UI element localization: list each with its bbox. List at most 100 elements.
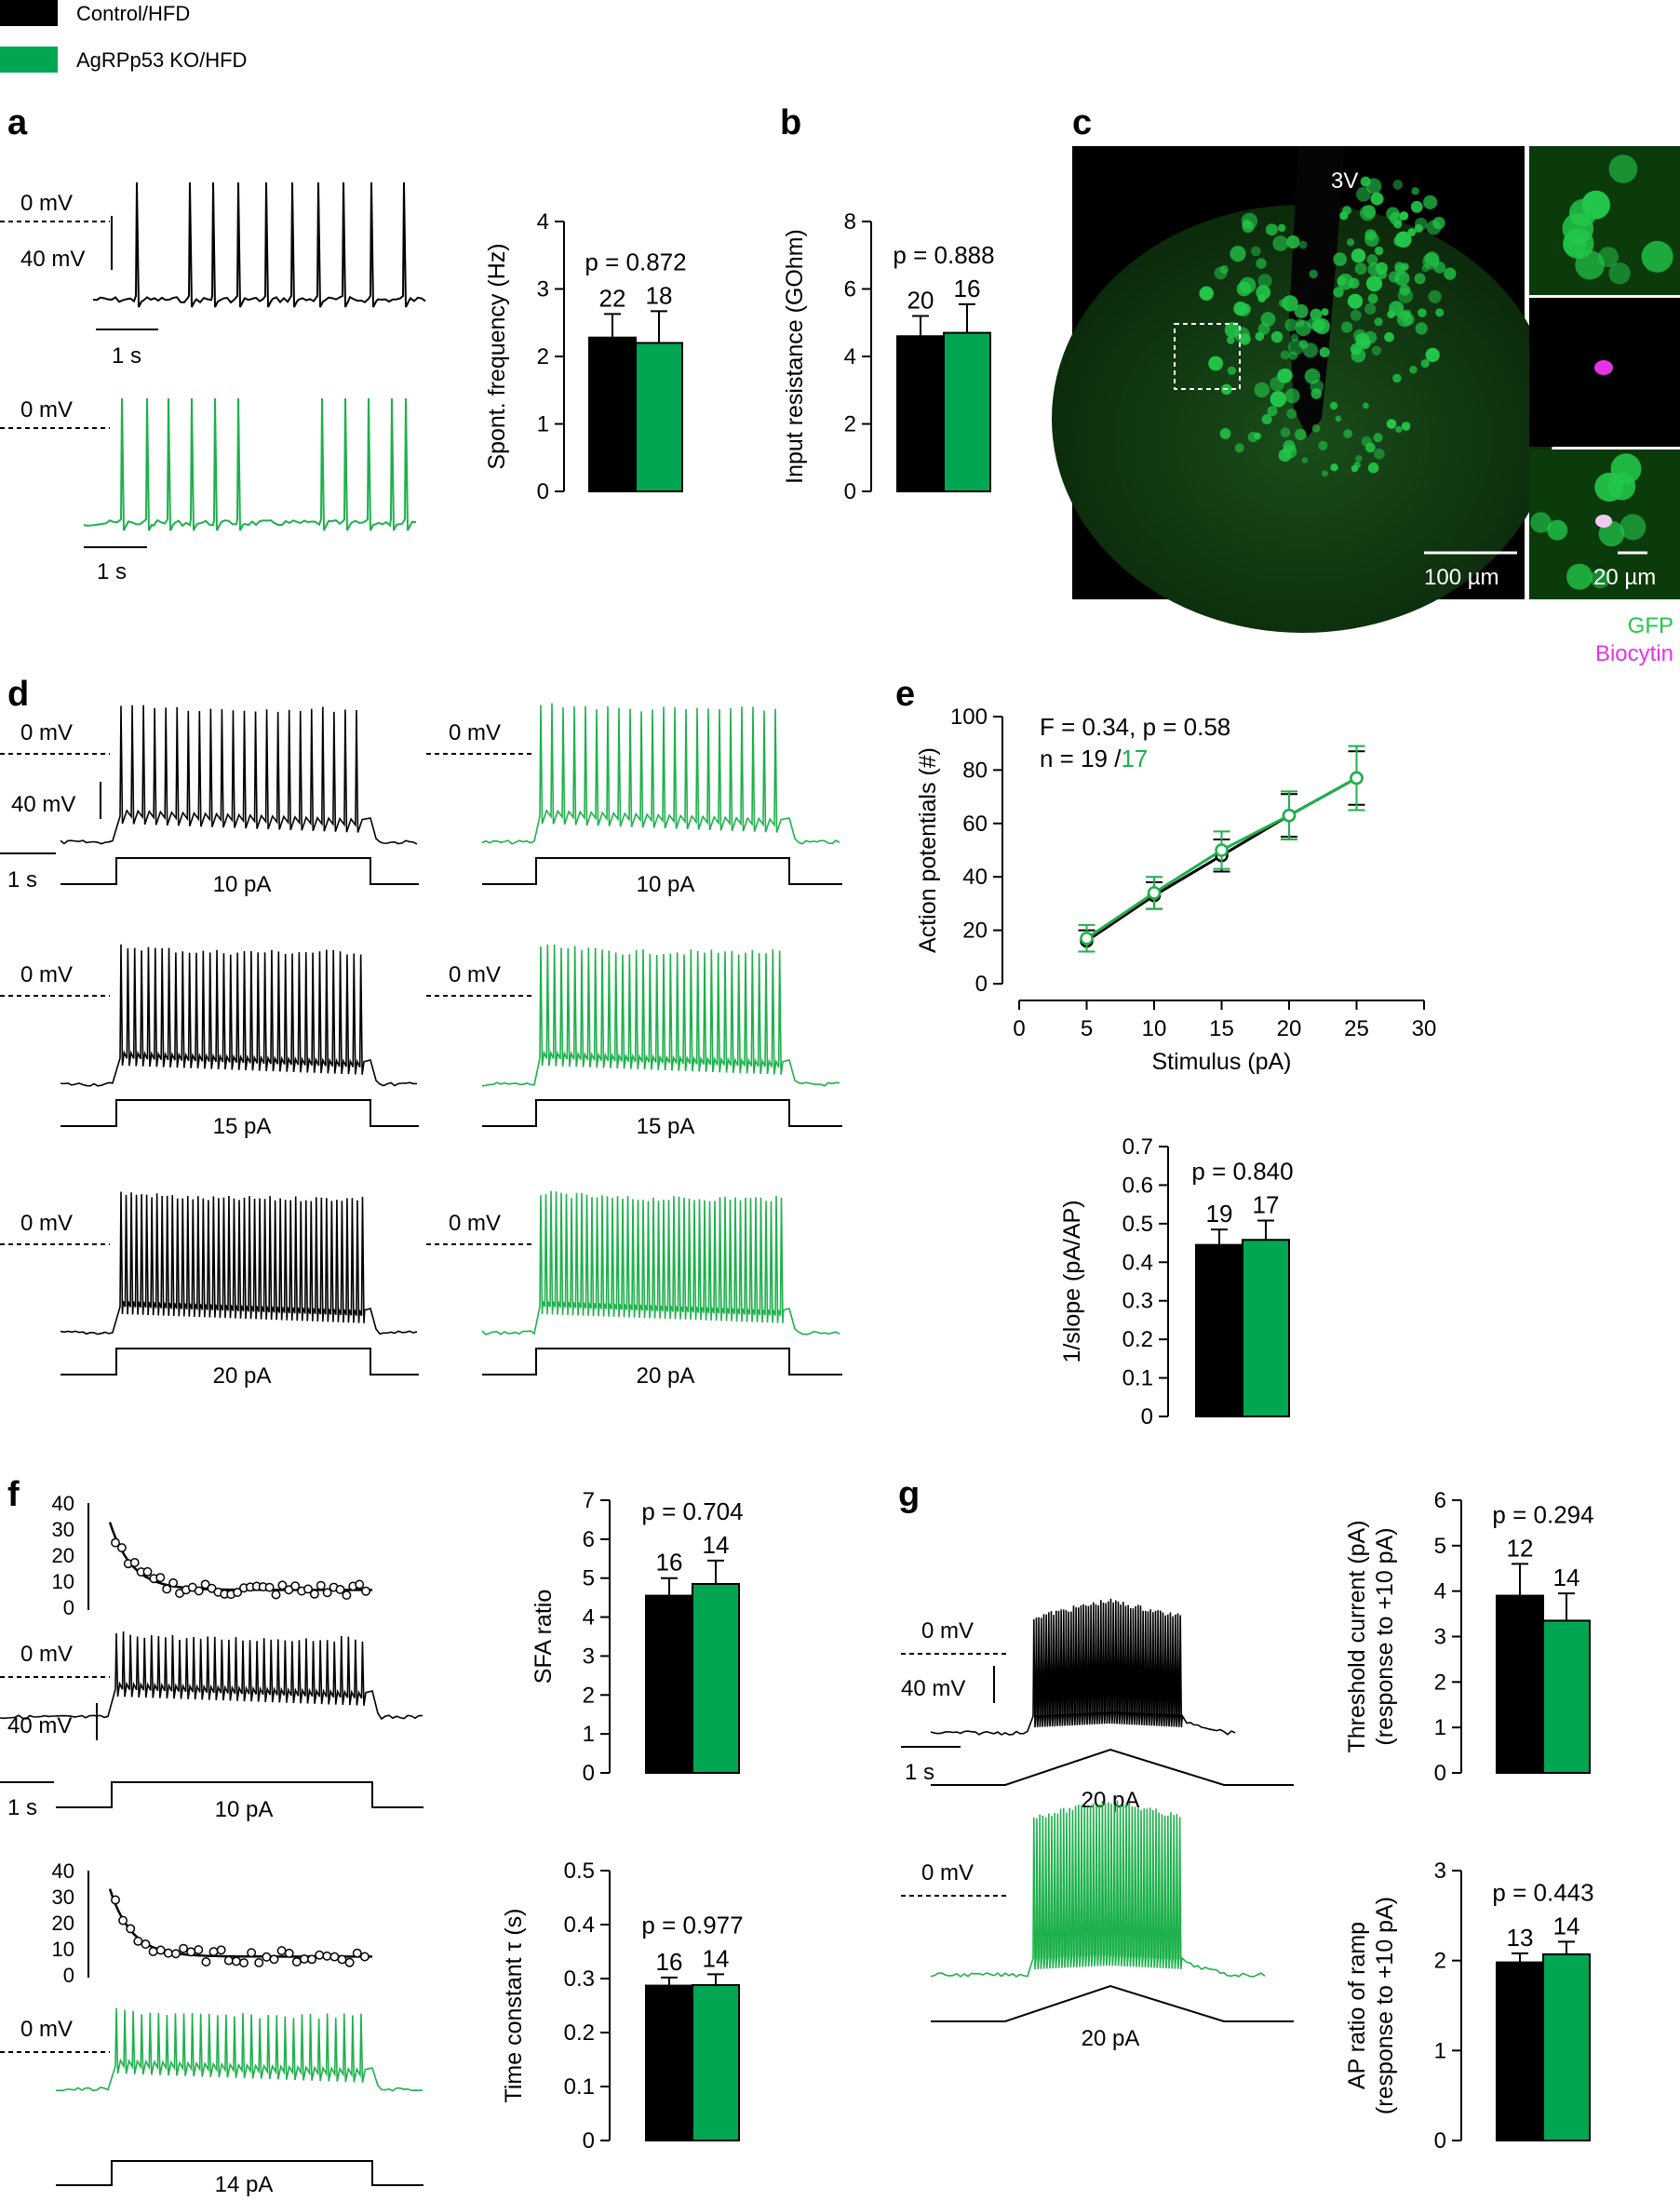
gfp-cell bbox=[1530, 512, 1552, 533]
step-command bbox=[56, 1781, 423, 1808]
gfp-cell bbox=[1329, 401, 1338, 410]
isi-point bbox=[299, 1953, 309, 1964]
isi-point bbox=[163, 1948, 173, 1958]
isi-point bbox=[208, 1947, 219, 1957]
isi-point bbox=[162, 1584, 172, 1594]
gfp-cell bbox=[1257, 274, 1272, 289]
panel-label-e: e bbox=[895, 675, 915, 714]
legend-label-ko: AgRPp53 KO/HFD bbox=[76, 48, 247, 72]
gfp-cell bbox=[1414, 273, 1426, 285]
y-tick-label: 40 bbox=[962, 865, 988, 890]
bar-ko bbox=[635, 342, 683, 492]
panel-label-c: c bbox=[1072, 103, 1092, 142]
gfp-cell bbox=[1333, 287, 1344, 298]
y-tick-label: 6 bbox=[1434, 1488, 1446, 1513]
gfp-cell bbox=[1199, 286, 1214, 301]
isi-point bbox=[116, 1543, 127, 1553]
gfp-cell bbox=[1409, 366, 1418, 374]
gfp-cell bbox=[1432, 216, 1445, 230]
trace-control bbox=[60, 944, 418, 1087]
n-label: 20 bbox=[907, 287, 934, 315]
x-tick-label: 20 bbox=[1277, 1016, 1302, 1041]
gfp-cell bbox=[1397, 288, 1414, 303]
gfp-cell-cluster bbox=[1199, 176, 1457, 477]
gfp-cell bbox=[1365, 275, 1383, 292]
legend-swatch-control bbox=[0, 0, 58, 26]
n-label: 22 bbox=[599, 284, 626, 312]
gfp-cell bbox=[1370, 192, 1384, 206]
gfp-cell bbox=[1256, 258, 1267, 269]
zero-mv-label: 0 mV bbox=[20, 1211, 73, 1236]
gfp-cell bbox=[1353, 462, 1361, 469]
y-tick-label: 4 bbox=[537, 209, 549, 235]
gfp-cell bbox=[1330, 463, 1338, 472]
y-tick-label: 2 bbox=[1434, 1949, 1446, 1974]
y-tick-label: 4 bbox=[844, 344, 856, 369]
gfp-cell bbox=[1251, 246, 1261, 257]
p-value-label: p = 0.872 bbox=[585, 248, 686, 275]
trace-ko bbox=[481, 1190, 840, 1335]
gfp-cell bbox=[1393, 220, 1403, 229]
inset-tick: 30 bbox=[52, 1886, 74, 1909]
scale-small-label: 20 µm bbox=[1593, 565, 1656, 590]
gfp-cell bbox=[1321, 308, 1329, 316]
isi-point bbox=[277, 1580, 288, 1590]
gfp-cell bbox=[1620, 514, 1646, 541]
gfp-cell bbox=[1594, 472, 1624, 503]
inset-tick: 20 bbox=[52, 1544, 74, 1567]
isi-point bbox=[111, 1895, 120, 1905]
chart-ap_ratio_ramp: 0 1 2 3 AP ratio of ramp (response to +10 pA)… bbox=[1344, 1859, 1594, 2154]
gfp-cell bbox=[1367, 293, 1378, 304]
isi-decay-fit-ko bbox=[108, 1888, 372, 1967]
y-axis-label-secondary: (response to +10 pA) bbox=[1372, 1527, 1398, 1745]
y-tick-label: 3 bbox=[1434, 1625, 1446, 1650]
roi-box bbox=[1174, 323, 1241, 390]
zero-mv-label-ko: 0 mV bbox=[449, 1211, 501, 1236]
isi-point bbox=[262, 1952, 272, 1962]
gfp-cell bbox=[1302, 342, 1318, 358]
n-label: 12 bbox=[1507, 1534, 1534, 1562]
gfp-cell bbox=[1355, 332, 1370, 348]
n-line: n = 19 /17 bbox=[1040, 745, 1148, 772]
isi-point bbox=[142, 1566, 153, 1577]
gfp-cell bbox=[1547, 519, 1568, 541]
gfp-cell bbox=[1355, 455, 1363, 463]
gfp-cell bbox=[1608, 262, 1631, 285]
gfp-cell bbox=[1219, 428, 1231, 439]
isi-point bbox=[355, 1579, 365, 1590]
gfp-cell bbox=[1424, 251, 1440, 267]
bar-ko bbox=[1242, 1239, 1290, 1418]
inset-tick: 0 bbox=[63, 1596, 74, 1619]
gfp-cell bbox=[1364, 232, 1379, 248]
gfp-cell bbox=[1298, 240, 1308, 249]
gfp-cell bbox=[1337, 275, 1347, 287]
gfp-cell bbox=[1366, 254, 1378, 265]
gfp-cell bbox=[1347, 293, 1364, 309]
gfp-cell bbox=[1247, 432, 1258, 443]
ramp-command bbox=[931, 1748, 1294, 1786]
panel-d-traces: 0 mV 40 mV 1 s 0 mV 0 mV 0 mV 0 mV 0 mV … bbox=[0, 703, 842, 1389]
zero-mv-label: 0 mV bbox=[921, 1618, 974, 1644]
inset-tick: 10 bbox=[52, 1570, 74, 1593]
n-label: 17 bbox=[1253, 1191, 1280, 1219]
gfp-cell bbox=[1234, 443, 1244, 453]
y-tick-label: 3 bbox=[1434, 1859, 1446, 1884]
isi-point bbox=[155, 1573, 166, 1583]
gfp-cell bbox=[1415, 322, 1428, 335]
gfp-cell bbox=[1395, 425, 1403, 433]
gfp-cell bbox=[1420, 358, 1430, 369]
isi-point bbox=[322, 1951, 332, 1961]
bar-ko bbox=[692, 1983, 740, 2141]
n-label: 16 bbox=[656, 1549, 683, 1577]
isi-point bbox=[316, 1580, 326, 1590]
biocytin-cell bbox=[1594, 360, 1613, 375]
step-command bbox=[482, 857, 842, 885]
inset-tick: 30 bbox=[52, 1518, 74, 1541]
gfp-cell bbox=[1395, 231, 1412, 248]
step-command bbox=[60, 1348, 419, 1376]
panel-e-annotations: F = 0.34, p = 0.58 n = 19 /17 bbox=[1040, 713, 1230, 772]
step-command bbox=[482, 1099, 842, 1127]
y-tick-label: 0.6 bbox=[1122, 1173, 1153, 1198]
chart-sfa_ratio: 0 1 2 3 4 5 6 7 SFA ratio 16 14 p = 0.704 bbox=[531, 1488, 744, 1786]
